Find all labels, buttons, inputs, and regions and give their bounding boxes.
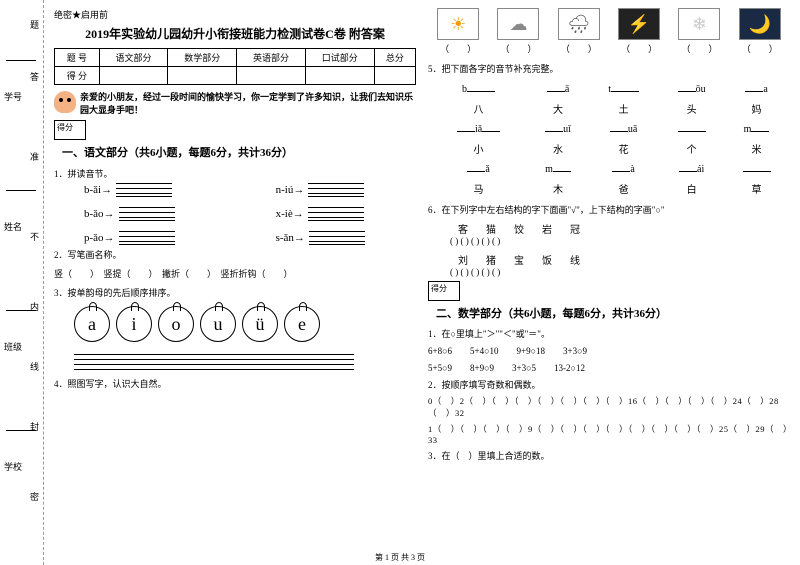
q5: 5．把下面各字的音节补充完整。	[428, 62, 790, 75]
apple-vowel: ü	[242, 306, 278, 342]
page-footer: 第 1 页 共 3 页	[0, 552, 800, 563]
q6: 6．在下列字中左右结构的字下面画"√"，上下结构的字画"○"	[428, 203, 790, 216]
snow-icon: ❄	[678, 8, 720, 40]
m1-row[interactable]: 5+5○9 8+9○9 3+3○5 13-2○12	[428, 361, 790, 374]
table-row: 题 号 语文部分 数学部分 英语部分 口试部分 总分	[55, 49, 416, 67]
q1: 1．拼读音节。	[54, 167, 416, 180]
icon-paren-row[interactable]: （ ）（ ）（ ） （ ）（ ）（ ）	[428, 42, 790, 55]
fill-table: b ā t ōu a 八 大 土 头 妈 iǎ uǐ uā	[428, 78, 790, 200]
q4: 4．照图写字，认识大自然。	[54, 377, 416, 390]
q3: 3．按单韵母的先后顺序排序。	[54, 286, 416, 299]
m1: 1．在○里填上"＞""＜"或"＝"。	[428, 327, 790, 340]
q6-parens2[interactable]: ( ) ( ) ( ) ( ) ( )	[450, 267, 790, 277]
seal-line-char: 准	[30, 150, 39, 163]
apple-vowel: o	[158, 306, 194, 342]
margin-field-label: 姓名	[4, 220, 22, 233]
four-line-blank[interactable]	[119, 207, 175, 221]
margin-blank[interactable]	[6, 190, 36, 191]
secret-label: 绝密★启用前	[54, 8, 416, 21]
pinyin-item: n-iú→	[276, 183, 416, 197]
seal-line-char: 题	[30, 18, 39, 31]
fill-blank-row: b ā t ōu a	[430, 80, 788, 97]
cell[interactable]	[237, 67, 306, 85]
m2-row[interactable]: 0（ ）2（ ）（ ）（ ）（ ）（ ）（ ）（ ）16（ ）（ ）（ ）（ ）…	[428, 395, 790, 419]
writing-lines[interactable]	[74, 350, 354, 370]
q6-chars2: 刘猪宝饭线	[458, 252, 790, 267]
four-line-blank[interactable]	[308, 207, 364, 221]
cell: 语文部分	[99, 49, 168, 67]
m2-row[interactable]: 1（ ）（ ）（ ）（ ）9（ ）（ ）（ ）（ ）（ ）（ ）（ ）（ ）25…	[428, 423, 790, 445]
cell: 总分	[374, 49, 415, 67]
intro-text: 亲爱的小朋友，经过一段时间的愉快学习，你一定学到了许多知识，让我们去知识乐园大显…	[80, 91, 416, 116]
right-column: ☀ ☁ 🌧 ⚡ ❄ 🌙 （ ）（ ）（ ） （ ）（ ）（ ） 5．把下面各字的…	[428, 8, 790, 561]
apple-vowel: e	[284, 306, 320, 342]
m1-row[interactable]: 6+8○6 5+4○10 9+9○18 3+3○9	[428, 344, 790, 357]
section2-title: 二、数学部分（共6小题，每题6分，共计36分）	[436, 305, 790, 321]
cell[interactable]	[168, 67, 237, 85]
mascot-icon	[54, 91, 76, 113]
seal-line-char: 封	[30, 420, 39, 433]
seal-line-char: 内	[30, 300, 39, 313]
content-area: 绝密★启用前 2019年实验幼儿园幼升小衔接班能力检测试卷C卷 附答案 题 号 …	[44, 0, 800, 565]
intro: 亲爱的小朋友，经过一段时间的愉快学习，你一定学到了许多知识，让我们去知识乐园大显…	[54, 91, 416, 116]
moon-icon: 🌙	[739, 8, 781, 40]
seal-line-char: 线	[30, 360, 39, 373]
apple-vowel: i	[116, 306, 152, 342]
weather-icons: ☀ ☁ 🌧 ⚡ ❄ 🌙	[428, 8, 790, 40]
cell: 口试部分	[305, 49, 374, 67]
pinyin-item: s-ǎn→	[276, 231, 416, 245]
seal-line-char: 答	[30, 70, 39, 83]
q2-strokes[interactable]: 竖（ ） 竖提（ ） 撇折（ ） 竖折折钩（ ）	[54, 267, 416, 280]
pinyin-item: b-ǎi→	[84, 183, 226, 197]
section1-title: 一、语文部分（共6小题，每题6分，共计36分）	[62, 144, 416, 160]
fill-blank-row: iǎ uǐ uā m	[430, 120, 788, 137]
q6-parens1[interactable]: ( ) ( ) ( ) ( ) ( )	[450, 236, 790, 246]
q6-chars1: 客猫饺岩冠	[458, 221, 790, 236]
pinyin-grid: b-ǎi→ n-iú→ b-ǎo→ x-iè→ p-ǎo→ s-ǎn→	[84, 183, 416, 245]
left-column: 绝密★启用前 2019年实验幼儿园幼升小衔接班能力检测试卷C卷 附答案 题 号 …	[54, 8, 416, 561]
m3: 3．在（ ）里填上合适的数。	[428, 449, 790, 462]
cell[interactable]	[374, 67, 415, 85]
apple-vowel: a	[74, 306, 110, 342]
cell: 英语部分	[237, 49, 306, 67]
four-line-blank[interactable]	[116, 183, 172, 197]
lightning-icon: ⚡	[618, 8, 660, 40]
score-box-2[interactable]: 得分	[428, 281, 460, 301]
seal-line-char: 不	[30, 230, 39, 243]
score-table: 题 号 语文部分 数学部分 英语部分 口试部分 总分 得 分	[54, 48, 416, 85]
cell: 得 分	[55, 67, 100, 85]
cell[interactable]	[305, 67, 374, 85]
apple-vowel: u	[200, 306, 236, 342]
pinyin-item: p-ǎo→	[84, 231, 226, 245]
score-box[interactable]: 得分	[54, 120, 86, 140]
margin-field-label: 学校	[4, 460, 22, 473]
exam-title: 2019年实验幼儿园幼升小衔接班能力检测试卷C卷 附答案	[54, 25, 416, 42]
q2: 2．写笔画名称。	[54, 248, 416, 261]
char-row: 八 大 土 头 妈	[430, 99, 788, 118]
cell[interactable]	[99, 67, 168, 85]
char-row: 马 木 爸 白 草	[430, 179, 788, 198]
binding-margin: 学号姓名班级学校 题答准不内线封密	[0, 0, 44, 565]
margin-field-label: 班级	[4, 340, 22, 353]
cloud-icon: ☁	[497, 8, 539, 40]
fill-blank-row: ǎ m à ái	[430, 160, 788, 177]
sun-icon: ☀	[437, 8, 479, 40]
margin-field-label: 学号	[4, 90, 22, 103]
apples-row: a i o u ü e	[74, 306, 416, 342]
char-row: 小 水 花 个 米	[430, 139, 788, 158]
seal-line-char: 密	[30, 490, 39, 503]
four-line-blank[interactable]	[119, 231, 175, 245]
margin-blank[interactable]	[6, 60, 36, 61]
table-row: 得 分	[55, 67, 416, 85]
rain-icon: 🌧	[558, 8, 600, 40]
m2: 2．按顺序填写奇数和偶数。	[428, 378, 790, 391]
cell: 题 号	[55, 49, 100, 67]
cell: 数学部分	[168, 49, 237, 67]
pinyin-item: b-ǎo→	[84, 207, 226, 221]
four-line-blank[interactable]	[308, 183, 364, 197]
four-line-blank[interactable]	[309, 231, 365, 245]
pinyin-item: x-iè→	[276, 207, 416, 221]
